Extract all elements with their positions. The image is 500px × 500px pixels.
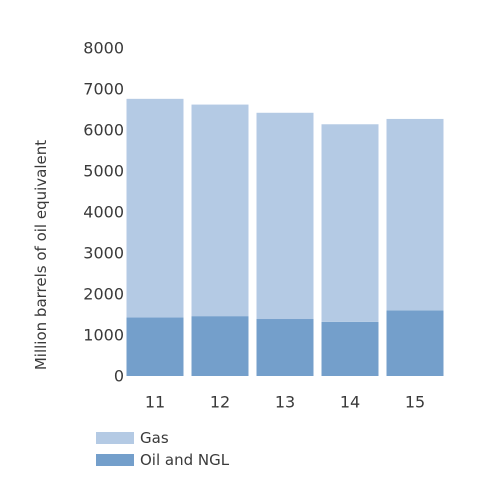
x-axis-ticks: 11 12 13 14 15 — [145, 393, 425, 412]
x-tick-label: 11 — [145, 393, 165, 412]
x-tick-label: 15 — [405, 393, 425, 412]
y-tick-label: 2000 — [83, 285, 124, 304]
y-tick-label: 6000 — [83, 121, 124, 140]
y-axis-ticks: 0 1000 2000 3000 4000 5000 6000 7000 8000 — [83, 39, 124, 386]
bar-gas-14 — [321, 124, 379, 322]
y-tick-label: 3000 — [83, 244, 124, 263]
legend-swatch-oil-and-ngl — [96, 454, 134, 466]
bars — [126, 98, 444, 376]
legend-swatch-gas — [96, 432, 134, 444]
y-tick-label: 8000 — [83, 39, 124, 58]
bar-gas-13 — [256, 112, 314, 320]
y-tick-label: 4000 — [83, 203, 124, 222]
y-tick-label: 5000 — [83, 162, 124, 181]
bar-oil-and-ngl-11 — [126, 317, 184, 376]
bar-oil-and-ngl-12 — [191, 316, 249, 376]
bar-gas-12 — [191, 104, 249, 317]
bar-oil-and-ngl-15 — [386, 310, 444, 376]
bar-gas-15 — [386, 118, 444, 311]
y-tick-label: 7000 — [83, 80, 124, 99]
bar-oil-and-ngl-14 — [321, 321, 379, 376]
legend-label-oil-and-ngl: Oil and NGL — [140, 451, 230, 469]
y-tick-label: 1000 — [83, 326, 124, 345]
x-tick-label: 12 — [210, 393, 230, 412]
x-tick-label: 14 — [340, 393, 360, 412]
bar-gas-11 — [126, 98, 184, 318]
y-axis-title: Million barrels of oil equivalent — [32, 140, 50, 370]
legend: Gas Oil and NGL — [96, 429, 230, 469]
x-tick-label: 13 — [275, 393, 295, 412]
y-tick-label: 0 — [114, 367, 124, 386]
legend-label-gas: Gas — [140, 429, 169, 447]
bar-oil-and-ngl-13 — [256, 319, 314, 376]
